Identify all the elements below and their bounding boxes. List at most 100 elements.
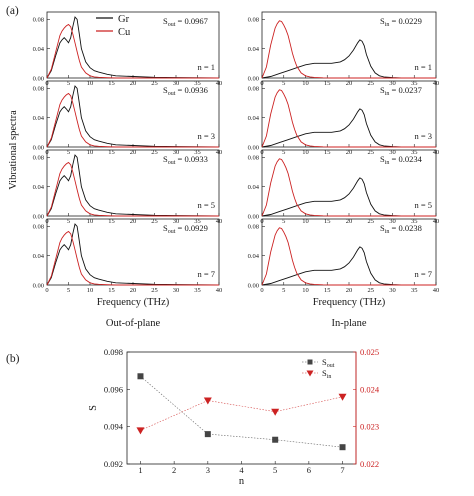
y-tick-label: 0.04 [33, 46, 45, 53]
point-s-in [338, 393, 347, 401]
panel-b-label: (b) [6, 353, 20, 365]
x-tick-label: 5 [282, 149, 285, 156]
x-axis-label-b: n [239, 476, 245, 487]
x-tick-label: 5 [67, 149, 70, 156]
point-s-in [271, 408, 280, 416]
x-tick-label: 35 [194, 218, 201, 225]
s-annotation: Sin = 0.0234 [380, 154, 423, 166]
x-axis-label-right: Frequency (THz) [313, 297, 386, 308]
y-axis-label-b: S [88, 405, 99, 411]
x-tick-label: 25 [368, 80, 375, 87]
x-tick-label: 6 [307, 465, 311, 475]
legend-label-gr: Gr [118, 14, 130, 25]
x-tick-label: 5 [67, 218, 70, 225]
y-tick-label-right: 0.025 [360, 347, 379, 357]
n-label: n = 3 [414, 131, 432, 141]
point-s-out [339, 444, 346, 451]
y-tick-label: 0.04 [248, 253, 260, 260]
y-tick-label: 0.00 [33, 282, 44, 289]
x-tick-label: 20 [346, 80, 353, 87]
s-annotation: Sout = 0.0933 [163, 154, 208, 166]
series-line-gr [46, 16, 220, 79]
x-tick-label: 10 [87, 149, 94, 156]
legend-marker-s-out [307, 359, 313, 365]
x-tick-label: 20 [346, 218, 353, 225]
x-tick-label: 5 [67, 287, 70, 294]
panel-b: 1 2 3 4 5 6 7 n 0.092 0.094 0.096 0.098 S 0.022 0.023 0… [88, 347, 380, 487]
y-tick-label: 0.04 [33, 253, 45, 260]
x-tick-label: 30 [389, 149, 396, 156]
y-tick-label: 0.08 [33, 155, 44, 162]
y-tick-label: 0.08 [33, 86, 44, 93]
x-tick-label: 0 [45, 287, 48, 294]
x-tick-label: 20 [346, 149, 353, 156]
x-tick-label: 15 [324, 218, 331, 225]
x-tick-label: 15 [108, 287, 115, 294]
y-tick-label: 0.08 [248, 155, 259, 162]
series-line-s-out [140, 376, 343, 448]
x-tick-label: 35 [411, 287, 418, 294]
legend-label-s-in: Sin [322, 368, 331, 380]
y-tick-label: 0.08 [248, 224, 259, 231]
x-tick-label: 30 [173, 80, 180, 87]
x-tick-label: 25 [151, 80, 158, 87]
point-s-in [203, 397, 212, 405]
x-tick-label: 15 [108, 218, 115, 225]
y-tick-label: 0.04 [33, 115, 45, 122]
x-tick-label: 20 [130, 80, 137, 87]
y-tick-label: 0.00 [248, 75, 259, 82]
x-tick-label: 35 [411, 80, 418, 87]
x-tick-label: 15 [324, 287, 331, 294]
legend-a: Gr Cu [96, 14, 131, 38]
s-annotation: Sout = 0.0936 [163, 85, 208, 97]
x-tick-label: 15 [108, 149, 115, 156]
x-tick-label: 15 [108, 80, 115, 87]
y-tick-label: 0.00 [33, 75, 44, 82]
y-tick-label: 0.08 [33, 17, 44, 24]
y-tick-label: 0.08 [33, 224, 44, 231]
y-tick-label-right: 0.024 [360, 384, 380, 394]
series-line-s-in [140, 396, 343, 431]
series-line-gr [261, 108, 436, 148]
x-tick-label: 1 [138, 465, 142, 475]
series-line-cu [261, 20, 436, 79]
x-tick-label: 10 [87, 218, 94, 225]
y-tick-label: 0.04 [248, 46, 260, 53]
x-tick-label: 30 [173, 149, 180, 156]
panel-a-label: (a) [6, 5, 19, 17]
x-tick-label: 30 [389, 218, 396, 225]
series-line-cu [46, 92, 219, 148]
spectrum-panel-out-n7: 0.00 0.04 0.08 0 5 10 15 20 25 30 35 40 Sout = 0.092… [33, 218, 223, 294]
y-tick-label-right: 0.022 [360, 459, 379, 469]
legend-label-cu: Cu [118, 27, 131, 38]
y-tick-label: 0.00 [248, 282, 259, 289]
x-tick-label: 20 [346, 287, 353, 294]
series-line-cu [261, 227, 436, 286]
x-tick-label: 20 [130, 287, 137, 294]
x-tick-label: 15 [324, 80, 331, 87]
s-annotation: Sin = 0.0237 [380, 85, 422, 97]
series-line-cu [46, 161, 219, 217]
point-s-in [136, 427, 145, 435]
x-tick-label: 25 [368, 149, 375, 156]
y-axis-label: Vibrational spectra [8, 110, 19, 190]
x-tick-label: 10 [302, 80, 309, 87]
series-line-cu [46, 23, 219, 79]
x-tick-label: 2 [172, 465, 176, 475]
point-s-out [137, 373, 144, 380]
n-label: n = 7 [197, 269, 215, 279]
series-line-gr [261, 246, 436, 286]
series-line-gr [261, 39, 436, 79]
x-tick-label: 40 [433, 287, 440, 294]
x-tick-label: 25 [151, 287, 158, 294]
spectrum-panel-in-n7: 0.00 0.04 0.08 0 5 10 15 20 25 30 35 40 Sin = 0.0238… [248, 218, 440, 294]
x-tick-label: 10 [87, 80, 94, 87]
caption-out-of-plane: Out-of-plane [106, 318, 161, 329]
x-tick-label: 30 [173, 287, 180, 294]
x-tick-label: 35 [194, 149, 201, 156]
x-tick-label: 40 [216, 287, 223, 294]
legend-label-s-out: Sout [322, 357, 335, 369]
